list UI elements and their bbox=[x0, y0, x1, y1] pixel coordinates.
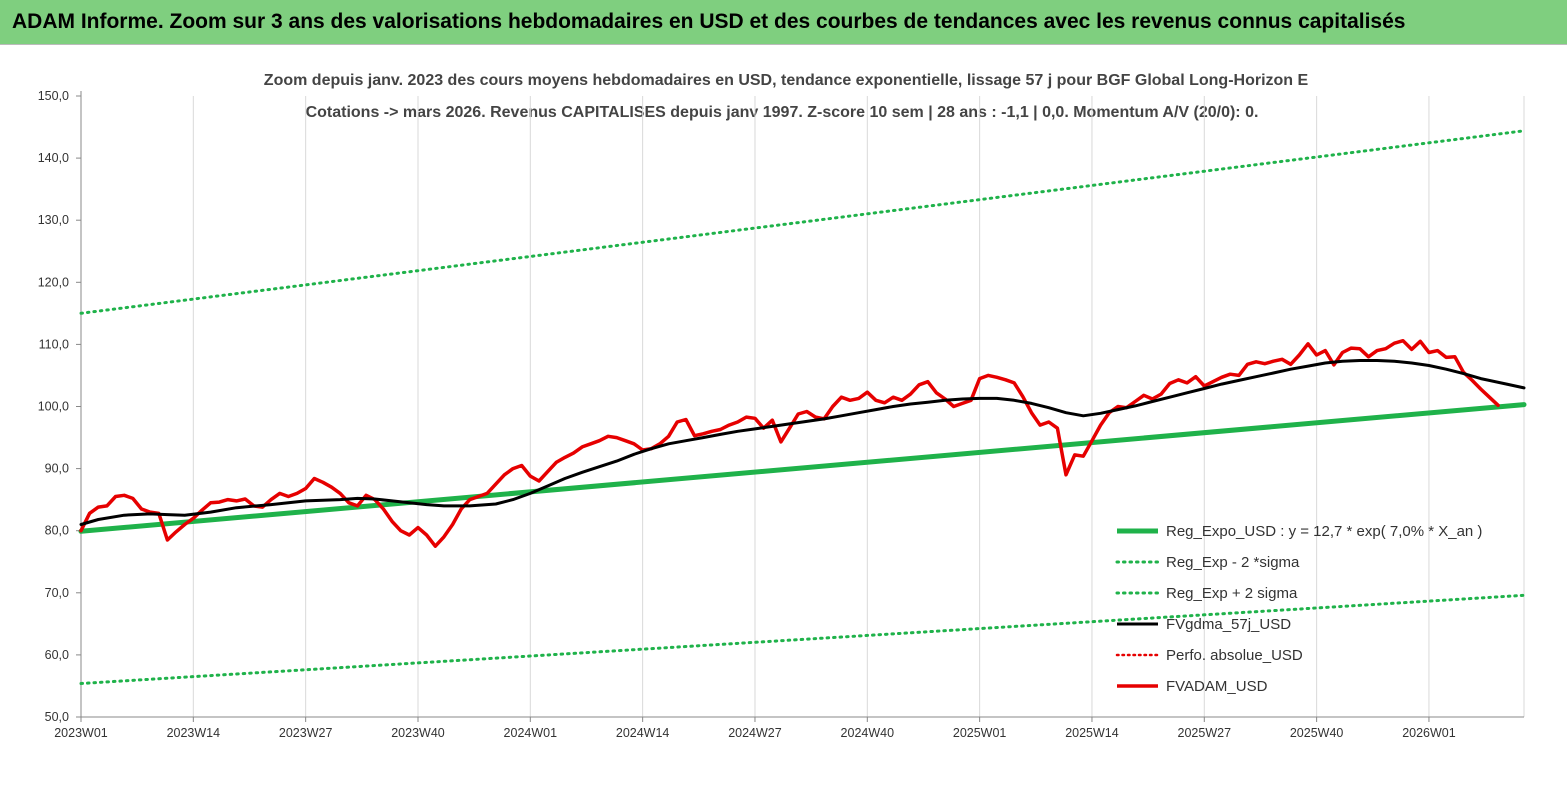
series-line-2 bbox=[79, 129, 1526, 315]
legend-entry: FVgdma_57j_USD bbox=[1166, 616, 1291, 633]
x-tick-label: 2023W14 bbox=[167, 726, 221, 740]
y-tick-label: 110,0 bbox=[39, 337, 69, 351]
y-tick-label: 50,0 bbox=[45, 710, 69, 724]
legend-entry: FVADAM_USD bbox=[1166, 678, 1268, 695]
x-tick-label: 2023W27 bbox=[279, 726, 333, 740]
x-tick-label: 2024W01 bbox=[504, 726, 558, 740]
chart-title-group: Zoom depuis janv. 2023 des cours moyens … bbox=[264, 72, 1309, 121]
y-tick-label: 140,0 bbox=[38, 151, 69, 165]
y-tick-label: 130,0 bbox=[38, 213, 69, 227]
x-tick-label: 2025W14 bbox=[1065, 726, 1119, 740]
y-tick-label: 70,0 bbox=[45, 586, 69, 600]
series-lines bbox=[78, 129, 1527, 685]
legend-entry: Reg_Expo_USD : y = 12,7 * exp( 7,0% * X_… bbox=[1166, 523, 1482, 540]
x-tick-label: 2025W27 bbox=[1178, 726, 1232, 740]
series-line-1 bbox=[79, 593, 1526, 685]
chart-title: Zoom depuis janv. 2023 des cours moyens … bbox=[264, 72, 1309, 89]
legend-entry: Reg_Exp + 2 sigma bbox=[1166, 585, 1298, 602]
y-tick-label: 80,0 bbox=[45, 524, 69, 538]
legend: Reg_Expo_USD : y = 12,7 * exp( 7,0% * X_… bbox=[1115, 523, 1482, 695]
y-tick-label: 120,0 bbox=[38, 275, 69, 289]
chart-subtitle: Cotations -> mars 2026. Revenus CAPITALI… bbox=[306, 104, 1259, 121]
x-tick-label: 2023W40 bbox=[391, 726, 445, 740]
x-tick-label: 2024W27 bbox=[728, 726, 782, 740]
x-tick-label: 2025W01 bbox=[953, 726, 1007, 740]
x-tick-label: 2023W01 bbox=[54, 726, 108, 740]
y-tick-label: 100,0 bbox=[38, 400, 69, 414]
chart-area: Zoom depuis janv. 2023 des cours moyens … bbox=[0, 44, 1567, 793]
x-tick-label: 2024W14 bbox=[616, 726, 670, 740]
y-tick-label: 60,0 bbox=[45, 648, 69, 662]
series-line-0 bbox=[78, 402, 1527, 534]
x-tick-label: 2025W40 bbox=[1290, 726, 1344, 740]
series-line-5 bbox=[79, 338, 1500, 548]
axes: 2023W01 2023W14 2023W27 2023W40 2024W01 2024W… bbox=[38, 89, 1524, 740]
y-tick-label: 150,0 bbox=[38, 89, 69, 103]
banner-title: ADAM Informe. Zoom sur 3 ans des valoris… bbox=[0, 0, 1567, 44]
series-line-3 bbox=[79, 359, 1526, 526]
grid-lines bbox=[192, 96, 1525, 717]
legend-entry: Reg_Exp - 2 *sigma bbox=[1166, 554, 1300, 571]
line-chart: Zoom depuis janv. 2023 des cours moyens … bbox=[38, 72, 1527, 740]
y-tick-label: 90,0 bbox=[45, 462, 69, 476]
x-tick-label: 2024W40 bbox=[841, 726, 895, 740]
legend-entry: Perfo. absolue_USD bbox=[1166, 647, 1303, 664]
x-tick-label: 2026W01 bbox=[1402, 726, 1456, 740]
